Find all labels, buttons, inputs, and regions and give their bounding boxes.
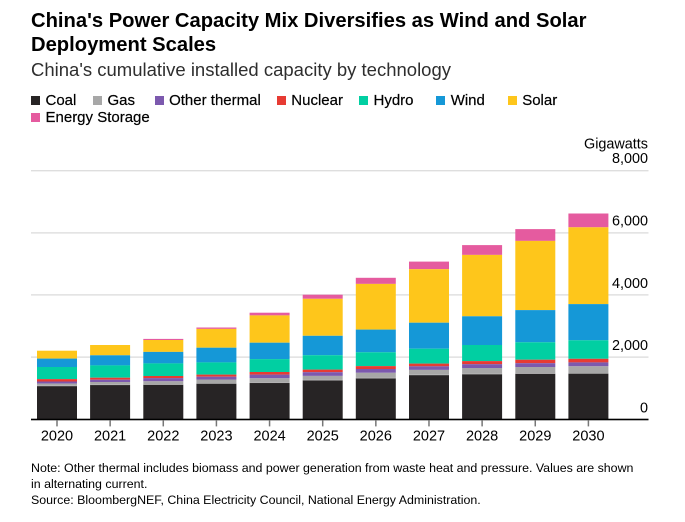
svg-text:4,000: 4,000 — [612, 276, 648, 292]
svg-text:2029: 2029 — [519, 428, 551, 444]
svg-text:2028: 2028 — [466, 428, 498, 444]
svg-text:8,000: 8,000 — [612, 151, 648, 167]
svg-text:Gigawatts: Gigawatts — [584, 137, 648, 153]
svg-text:2026: 2026 — [360, 428, 392, 444]
svg-text:2021: 2021 — [94, 428, 126, 444]
svg-text:2,000: 2,000 — [612, 338, 648, 354]
svg-text:2020: 2020 — [41, 428, 73, 444]
svg-text:2030: 2030 — [572, 428, 604, 444]
svg-text:2022: 2022 — [147, 428, 179, 444]
svg-text:2024: 2024 — [253, 428, 285, 444]
svg-text:2025: 2025 — [307, 428, 339, 444]
svg-text:6,000: 6,000 — [612, 214, 648, 230]
svg-text:0: 0 — [640, 400, 648, 416]
svg-text:2027: 2027 — [413, 428, 445, 444]
svg-text:2023: 2023 — [200, 428, 232, 444]
